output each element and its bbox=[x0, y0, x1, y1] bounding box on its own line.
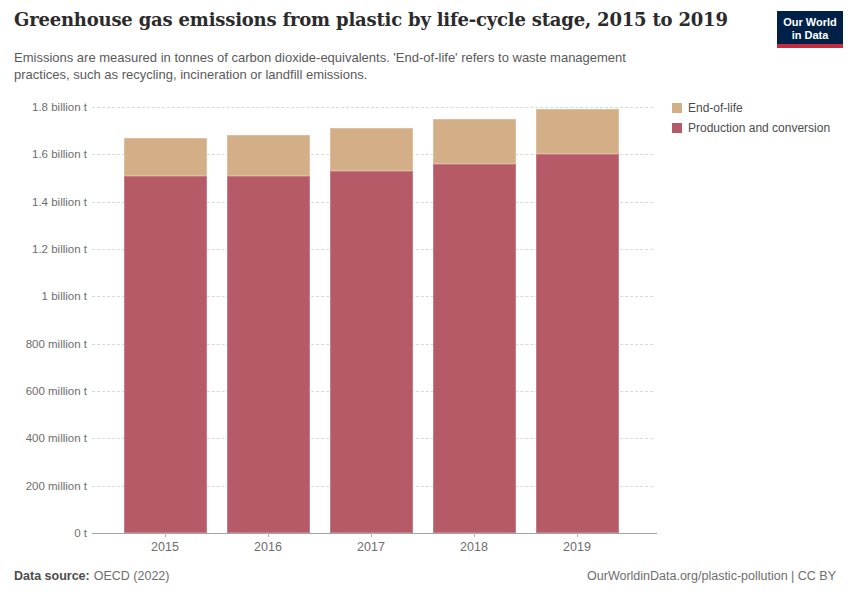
bar-2016-production-and-conversion[interactable] bbox=[227, 176, 310, 533]
bar-2016-end-of-life[interactable] bbox=[227, 135, 310, 175]
footer-credit-link[interactable]: OurWorldinData.org/plastic-pollution | C… bbox=[587, 569, 836, 583]
x-axis-line bbox=[92, 533, 657, 534]
bar-2015-end-of-life[interactable] bbox=[124, 138, 207, 176]
bar-2018-end-of-life[interactable] bbox=[433, 119, 516, 164]
chart-subtitle: Emissions are measured in tonnes of carb… bbox=[14, 49, 626, 83]
x-axis-label-2016: 2016 bbox=[238, 540, 298, 554]
data-source: Data source: OECD (2022) bbox=[14, 569, 169, 583]
y-axis: 1.8 billion t1.6 billion t1.4 billion t1… bbox=[0, 107, 87, 533]
owid-logo[interactable]: Our World in Data bbox=[777, 11, 843, 48]
legend-swatch-production-and-conversion bbox=[672, 123, 682, 133]
x-axis-tick bbox=[165, 533, 166, 537]
logo-line-1: Our World bbox=[777, 16, 843, 29]
bar-2018-production-and-conversion[interactable] bbox=[433, 164, 516, 533]
x-axis-label-2018: 2018 bbox=[444, 540, 504, 554]
bar-2019-production-and-conversion[interactable] bbox=[536, 154, 619, 533]
y-axis-tick-label: 1.2 billion t bbox=[32, 242, 87, 256]
legend-item-end-of-life[interactable]: End-of-life bbox=[672, 101, 830, 116]
subtitle-line-1: Emissions are measured in tonnes of carb… bbox=[14, 49, 626, 66]
subtitle-line-2: practices, such as recycling, incinerati… bbox=[14, 66, 626, 83]
logo-line-2: in Data bbox=[777, 29, 843, 42]
page-title: Greenhouse gas emissions from plastic by… bbox=[14, 9, 770, 30]
gridline bbox=[92, 107, 653, 108]
legend-label-production-and-conversion: Production and conversion bbox=[688, 121, 830, 136]
y-axis-tick-label: 1.6 billion t bbox=[32, 147, 87, 161]
footer: Data source: OECD (2022) OurWorldinData.o… bbox=[14, 569, 836, 583]
legend-label-end-of-life: End-of-life bbox=[688, 101, 743, 116]
y-axis-tick-label: 200 million t bbox=[26, 479, 87, 493]
chart-page: Greenhouse gas emissions from plastic by… bbox=[0, 0, 850, 600]
bar-2017-production-and-conversion[interactable] bbox=[330, 171, 413, 533]
data-source-value: OECD (2022) bbox=[94, 569, 170, 583]
data-source-label: Data source: bbox=[14, 569, 90, 583]
x-axis-label-2017: 2017 bbox=[341, 540, 401, 554]
y-axis-tick-label: 800 million t bbox=[26, 337, 87, 351]
y-axis-tick-label: 1 billion t bbox=[42, 289, 87, 303]
logo-stripe bbox=[777, 44, 843, 48]
x-axis-tick bbox=[268, 533, 269, 537]
y-axis-tick-label: 0 t bbox=[74, 526, 87, 540]
y-axis-tick-label: 1.8 billion t bbox=[32, 100, 87, 114]
bar-2017-end-of-life[interactable] bbox=[330, 128, 413, 171]
legend-item-production-and-conversion[interactable]: Production and conversion bbox=[672, 121, 830, 136]
y-axis-tick-label: 600 million t bbox=[26, 384, 87, 398]
y-axis-tick-label: 1.4 billion t bbox=[32, 195, 87, 209]
bar-2019-end-of-life[interactable] bbox=[536, 109, 619, 154]
plot-area: 20152016201720182019 bbox=[92, 107, 657, 533]
legend-swatch-end-of-life bbox=[672, 103, 682, 113]
x-axis-tick bbox=[474, 533, 475, 537]
x-axis-tick bbox=[577, 533, 578, 537]
legend: End-of-life Production and conversion bbox=[672, 101, 830, 141]
x-axis-tick bbox=[371, 533, 372, 537]
bar-2015-production-and-conversion[interactable] bbox=[124, 176, 207, 533]
y-axis-tick-label: 400 million t bbox=[26, 431, 87, 445]
x-axis-label-2015: 2015 bbox=[135, 540, 195, 554]
x-axis-label-2019: 2019 bbox=[547, 540, 607, 554]
